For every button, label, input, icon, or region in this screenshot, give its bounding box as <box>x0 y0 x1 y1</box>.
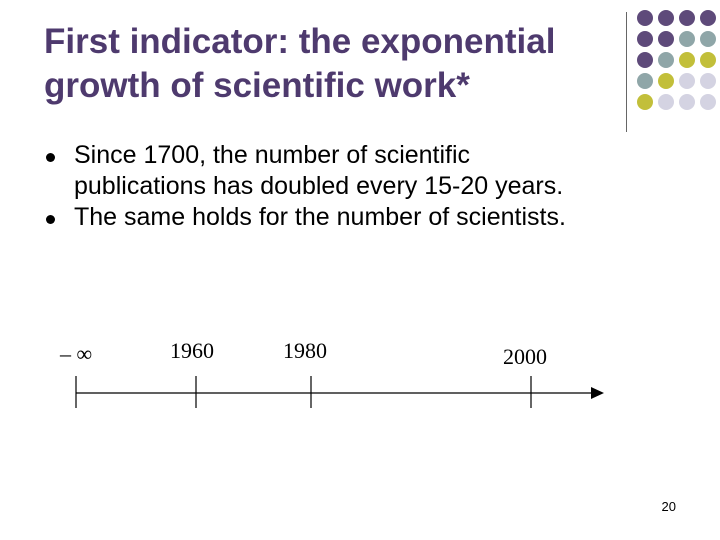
timeline-label-1980: 1980 <box>283 338 327 363</box>
slide-title: First indicator: the exponential growth … <box>44 20 624 108</box>
page-number: 20 <box>661 499 676 514</box>
bullet-dot-icon <box>46 153 55 162</box>
title-line-1: First indicator: the exponential <box>44 22 556 61</box>
timeline-label-2000: 2000 <box>503 344 547 369</box>
title-line-2: growth of scientific work* <box>44 66 470 105</box>
bullet-item: The same holds for the number of scienti… <box>44 202 684 233</box>
timeline-label-1960: 1960 <box>170 338 214 363</box>
bullet-item: Since 1700, the number of scientific pub… <box>44 140 684 202</box>
timeline-arrow-head <box>591 387 604 399</box>
timeline-label-minus-infinity: – ∞ <box>60 341 93 366</box>
bullet-list: Since 1700, the number of scientific pub… <box>44 140 684 233</box>
bullet-text-line-2: publications has doubled every 15-20 yea… <box>74 172 564 200</box>
title-divider <box>626 12 627 132</box>
bullet-dot-icon <box>46 215 55 224</box>
bullet-text-line-1: The same holds for the number of scienti… <box>74 203 566 231</box>
bullet-text-line-1: Since 1700, the number of scientific <box>74 141 471 169</box>
